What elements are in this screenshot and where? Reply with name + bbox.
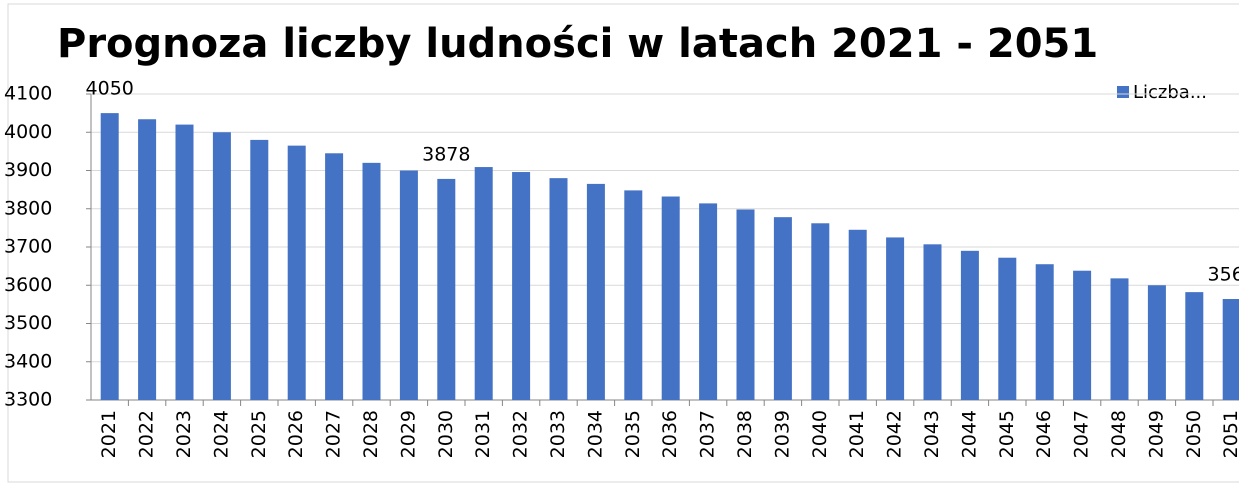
legend-label: Liczba... [1133, 82, 1207, 103]
x-tick-label: 2034 [584, 410, 606, 458]
bar [437, 178, 456, 400]
legend-swatch [1117, 86, 1129, 98]
x-tick-label: 2026 [285, 410, 307, 458]
bar [661, 196, 680, 400]
bar [100, 113, 119, 400]
x-tick-label: 2045 [996, 410, 1018, 458]
y-tick-label: 4000 [4, 121, 52, 143]
y-tick-label: 3800 [4, 197, 52, 219]
x-tick-label: 2041 [846, 410, 868, 458]
x-tick-label: 2030 [435, 410, 457, 458]
x-tick-label: 2033 [547, 410, 569, 458]
bar [399, 170, 418, 400]
x-tick-label: 2025 [248, 410, 270, 458]
x-tick-label: 2028 [360, 410, 382, 458]
x-tick-label: 2039 [771, 410, 793, 458]
y-tick-label: 3700 [4, 236, 52, 258]
bar [512, 172, 531, 400]
bar [1185, 292, 1204, 400]
bar [1110, 278, 1129, 400]
x-tick-label: 2046 [1033, 410, 1055, 458]
bar [325, 153, 344, 400]
x-tick-label: 2032 [510, 410, 532, 458]
bar [586, 183, 605, 400]
x-tick-label: 2036 [659, 410, 681, 458]
bar [773, 217, 792, 400]
y-tick-label: 3900 [4, 159, 52, 181]
x-tick-label: 2042 [884, 410, 906, 458]
y-tick-label: 3400 [4, 350, 52, 372]
x-tick-label: 2021 [98, 410, 120, 458]
bar [699, 203, 718, 400]
bar [362, 162, 381, 400]
bar [138, 119, 157, 401]
chart-title: Prognoza liczby ludności w latach 2021 -… [57, 21, 1098, 67]
x-tick-label: 2035 [622, 410, 644, 458]
x-tick-label: 2027 [323, 410, 345, 458]
data-label: 3878 [422, 143, 470, 165]
x-tick-label: 2044 [958, 410, 980, 458]
y-tick-label: 4100 [4, 83, 52, 105]
bar [1147, 285, 1166, 400]
x-tick-label: 2043 [921, 410, 943, 458]
x-tick-label: 2048 [1108, 410, 1130, 458]
x-tick-label: 2029 [397, 410, 419, 458]
bar [998, 257, 1017, 400]
bar [848, 229, 867, 400]
x-tick-label: 2049 [1145, 410, 1167, 458]
x-tick-label: 2051 [1220, 410, 1239, 458]
data-label: 4050 [86, 78, 134, 100]
bar [960, 250, 979, 400]
x-tick-label: 2047 [1071, 410, 1093, 458]
x-tick-label: 2022 [136, 410, 158, 458]
bar [624, 190, 643, 400]
bar [1073, 270, 1092, 400]
bar [1222, 299, 1239, 400]
x-tick-label: 2024 [210, 410, 232, 458]
x-tick-label: 2037 [697, 410, 719, 458]
bar [736, 209, 755, 400]
x-tick-label: 2050 [1183, 410, 1205, 458]
x-tick-label: 2040 [809, 410, 831, 458]
bar [287, 145, 306, 400]
x-tick-label: 2023 [173, 410, 195, 458]
x-tick-label: 2038 [734, 410, 756, 458]
bar [923, 244, 942, 400]
y-tick-label: 3600 [4, 274, 52, 296]
bar [250, 139, 269, 400]
bar [212, 132, 231, 400]
bar [811, 223, 830, 400]
y-tick-label: 3500 [4, 312, 52, 334]
bar [886, 237, 905, 400]
data-label: 3564 [1208, 264, 1239, 286]
y-tick-label: 3300 [4, 389, 52, 411]
bar [175, 124, 194, 400]
bar [549, 178, 568, 400]
bar [1035, 264, 1054, 400]
bar [474, 167, 493, 400]
x-tick-label: 2031 [472, 410, 494, 458]
